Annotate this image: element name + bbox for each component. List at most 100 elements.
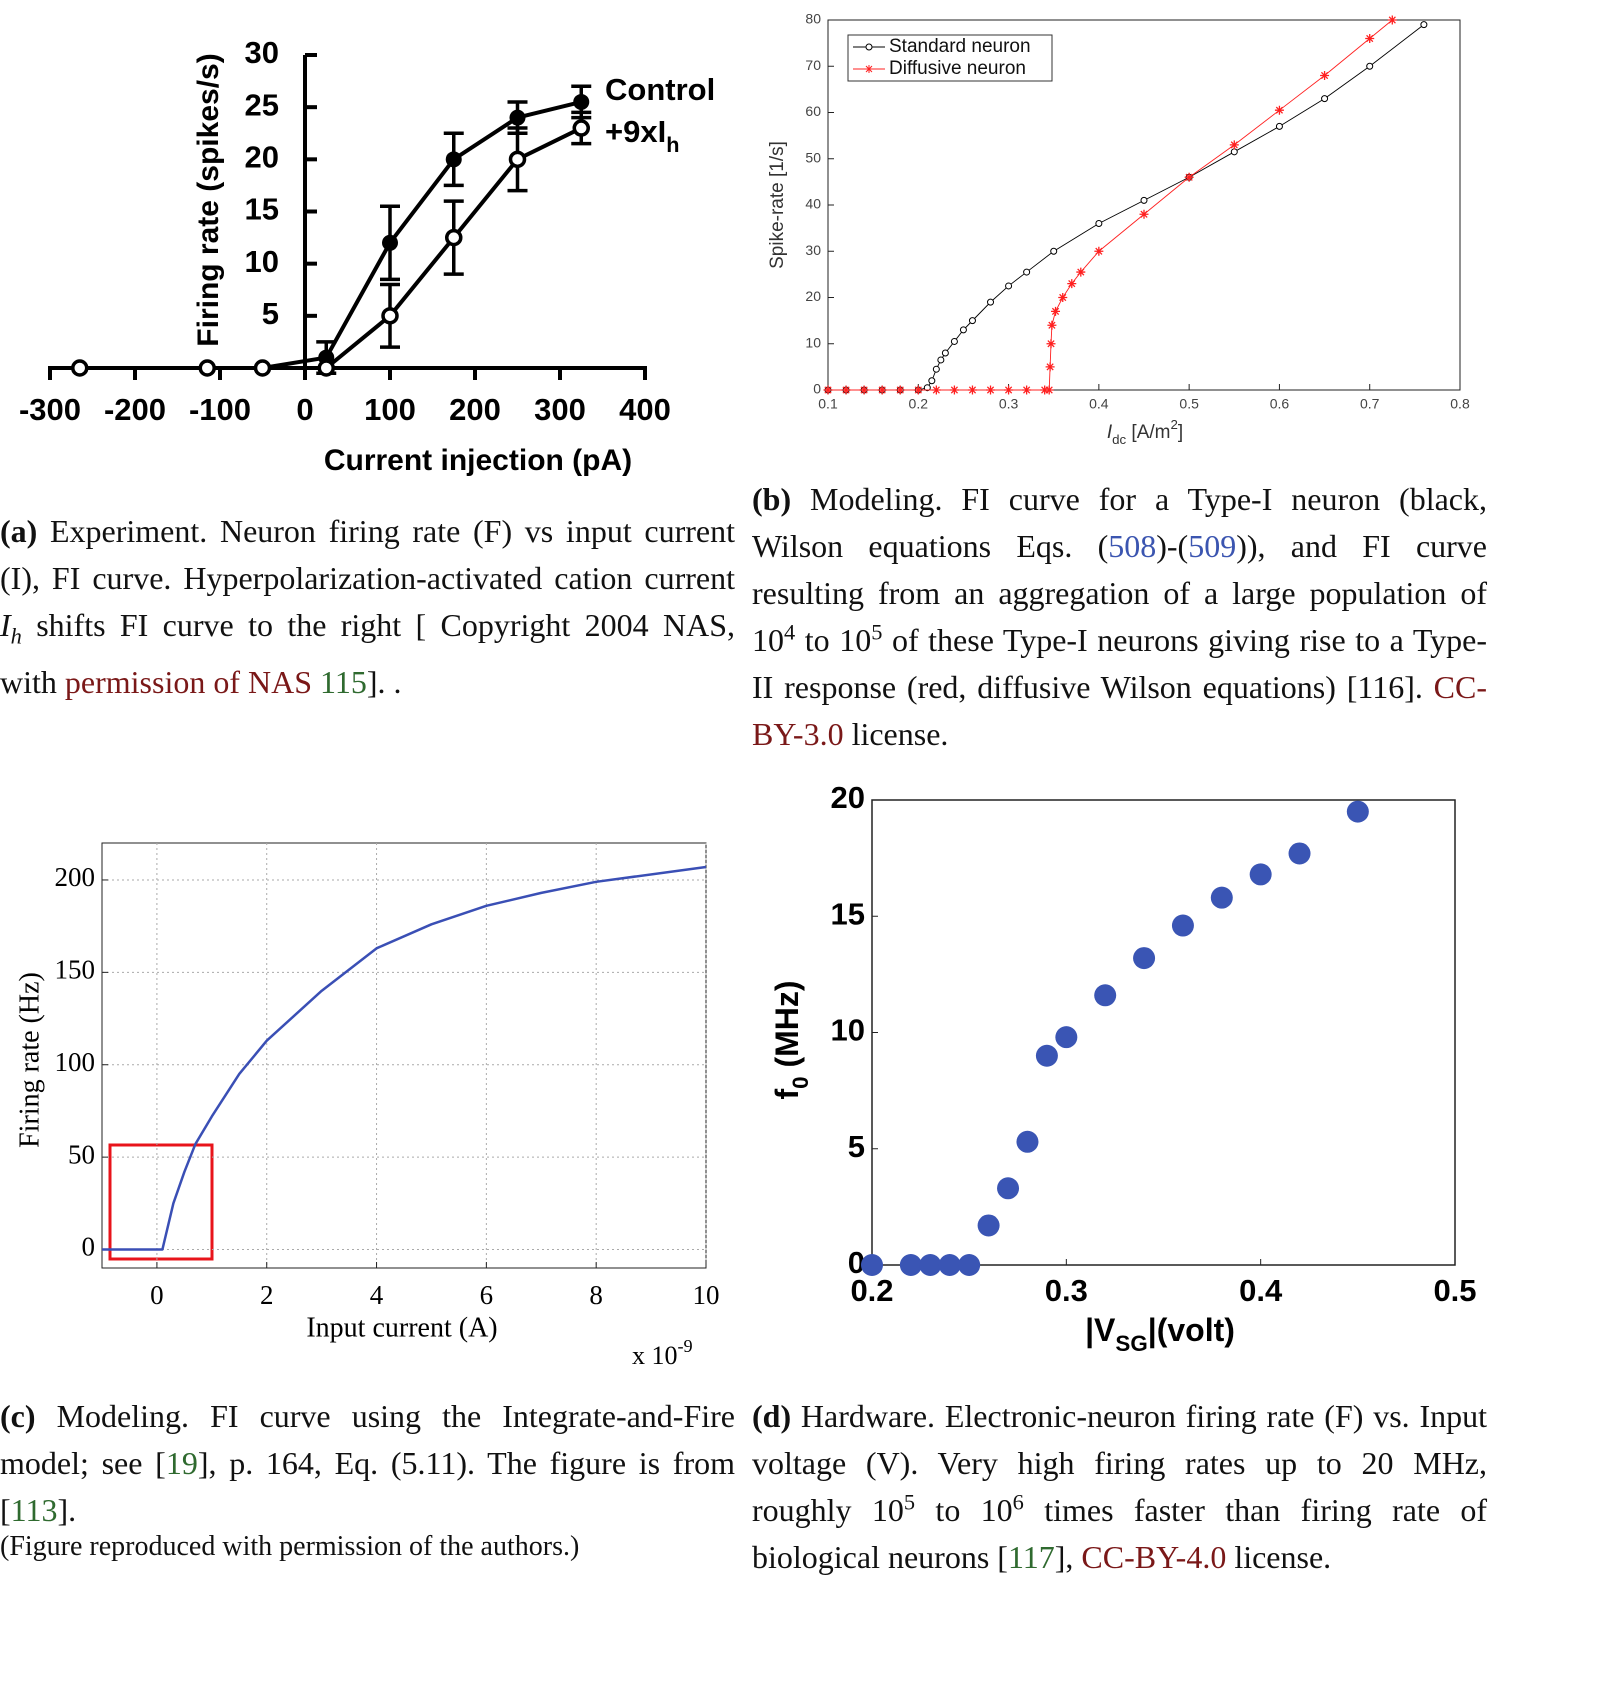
scatter-point: [1288, 842, 1311, 865]
caption-text: ]. .: [366, 664, 402, 701]
caption-text: ], p. 164, Eq. (5.11). The figure is fro…: [0, 1445, 736, 1528]
y-tick-label: 30: [245, 35, 279, 70]
y-tick-label: 10: [245, 244, 279, 279]
point-marker: [859, 385, 869, 395]
plot-frame: [871, 799, 1456, 1266]
legend-box: [847, 34, 1053, 82]
point-marker: [71, 359, 89, 377]
scatter-point: [1133, 947, 1156, 970]
legend-label-part: Standard neuron: [889, 36, 1031, 57]
x-tick-label: 400: [619, 392, 671, 427]
x-tick-label: 0.7: [1360, 396, 1380, 412]
y-tick-label: 20: [831, 780, 865, 815]
caption-text: license.: [843, 716, 949, 752]
scatter-point: [1171, 914, 1194, 937]
x-axis-label-part: [A/m: [1126, 422, 1170, 443]
point-marker: [1050, 247, 1058, 255]
caption-text: 509: [1188, 528, 1237, 564]
y-tick-label: 100: [55, 1047, 96, 1077]
y-tick-label: 5: [262, 296, 279, 331]
point-marker: [382, 234, 398, 251]
x-axis-label-part: I: [1107, 422, 1113, 443]
caption-text: shifts FI curve to the right [ Copyright…: [0, 607, 735, 701]
x-axis-label: Idc [A/m2]: [1107, 417, 1183, 447]
x-tick-label: 0.4: [1089, 396, 1109, 412]
y-tick-label: 20: [805, 288, 821, 304]
y-tick-label: 25: [245, 87, 279, 122]
y-axis-label-part: 0: [788, 1076, 813, 1088]
y-axis-label: Firing rate (Hz): [14, 972, 45, 1148]
x-tick-label: 0.3: [1045, 1273, 1088, 1308]
point-marker: [1051, 306, 1061, 316]
x-tick-label: 0.3: [999, 396, 1019, 412]
point-marker: [1004, 385, 1014, 395]
legend-label: Diffusive neuron: [889, 58, 1026, 79]
point-marker: [923, 384, 931, 392]
y-tick-label: 0: [813, 381, 821, 397]
caption-text: permission of NAS: [64, 664, 312, 701]
caption-text: Experiment. Neuron firing rate (F) vs in…: [0, 513, 735, 596]
scatter-point: [1055, 1026, 1078, 1049]
caption-text: 115: [320, 664, 367, 701]
point-marker: [1275, 122, 1283, 130]
point-marker: [1365, 34, 1375, 43]
point-marker: [986, 385, 996, 395]
caption-text: CC-BY-4.0: [1081, 1539, 1227, 1575]
x-axis-label: Current injection (pA): [324, 444, 632, 477]
point-marker: [1230, 148, 1238, 156]
x-axis-label-part: SG: [1115, 1331, 1147, 1356]
point-marker: [968, 317, 976, 325]
caption-text: )), and FI curve resulting from an aggre…: [752, 528, 1488, 658]
caption: (a) Experiment. Neuron firing rate (F) v…: [0, 508, 735, 706]
scatter-point: [899, 1254, 922, 1276]
point-marker: [1094, 246, 1104, 256]
caption-text: ].: [57, 1492, 77, 1528]
y-tick-label: 80: [805, 11, 821, 27]
caption-text: 5: [871, 619, 883, 645]
point-marker: [1320, 71, 1330, 80]
scatter-point: [977, 1214, 1000, 1237]
scatter-point: [1035, 1044, 1058, 1067]
point-marker: [1387, 15, 1397, 25]
x-tick-label: -200: [104, 392, 166, 427]
scatter-point: [1094, 984, 1117, 1007]
caption-text: 113: [10, 1492, 58, 1528]
point-marker: [1139, 209, 1149, 219]
legend-label-part: +9xI: [605, 114, 666, 149]
y-axis-label-part: f: [769, 1089, 805, 1100]
caption-text: 508: [1108, 528, 1157, 564]
point-marker: [1366, 62, 1374, 70]
caption-text: times faster than firing rate of biologi…: [752, 1492, 1488, 1575]
point-marker: [895, 385, 905, 395]
point-marker: [1058, 293, 1068, 302]
point-marker: [572, 119, 590, 137]
point-marker: [877, 385, 887, 395]
point-marker: [508, 150, 527, 169]
caption-text: [312, 664, 320, 700]
point-marker: [823, 385, 833, 395]
x-tick-label: 200: [449, 392, 501, 427]
point-marker: [317, 359, 335, 377]
x-tick-label: 0.1: [818, 396, 838, 412]
y-tick-label: 200: [55, 862, 96, 892]
caption-note: (Figure reproduced with permission of th…: [0, 1531, 580, 1562]
x-tick-label: 0.5: [1433, 1273, 1476, 1308]
x-tick-label: 0: [150, 1280, 164, 1310]
legend-label: +9xIh: [605, 114, 679, 157]
point-marker: [445, 151, 462, 168]
caption-text: 4: [784, 619, 796, 645]
y-axis-label: f0 (MHz): [769, 980, 813, 1099]
point-marker: [1274, 105, 1284, 115]
scatter-point: [919, 1254, 942, 1276]
x-tick-label: 0.4: [1239, 1273, 1283, 1308]
scatter-point: [997, 1177, 1020, 1200]
caption-text: I: [0, 607, 11, 643]
point-marker: [1047, 320, 1057, 330]
y-tick-label: 15: [245, 192, 279, 227]
series-line: [102, 865, 707, 1251]
point-marker: [1229, 140, 1239, 150]
point-marker: [253, 359, 272, 377]
y-axis-label: Firing rate (spikes/s): [192, 53, 225, 346]
